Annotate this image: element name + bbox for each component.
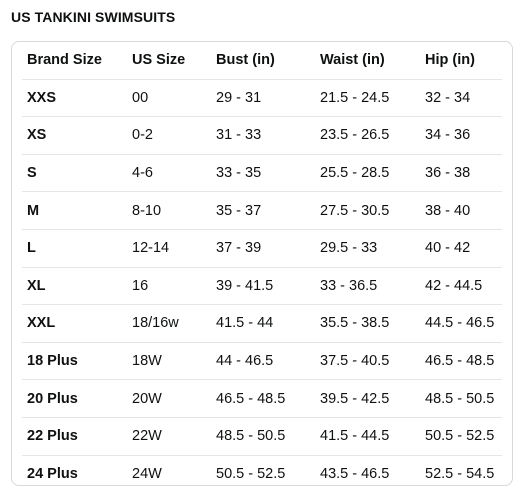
table-row: 20 Plus 20W 46.5 - 48.5 39.5 - 42.5 48.5…	[22, 379, 502, 418]
bust-cell: 31 - 33	[211, 116, 315, 155]
table-row: S 4-6 33 - 35 25.5 - 28.5 36 - 38	[22, 154, 502, 193]
waist-cell: 35.5 - 38.5	[315, 304, 420, 343]
hip-cell: 32 - 34	[420, 79, 502, 118]
column-header-hip: Hip (in)	[420, 42, 502, 80]
bust-cell: 39 - 41.5	[211, 267, 315, 306]
us-size-cell: 24W	[132, 465, 162, 482]
bust-cell: 48.5 - 50.5	[211, 417, 315, 456]
us-size-cell: 8-10	[127, 191, 211, 230]
bust-cell: 35 - 37	[211, 191, 315, 230]
bust-cell: 37 - 39	[211, 229, 315, 268]
size-chart-table: Brand Size US Size Bust (in) Waist (in) …	[22, 42, 502, 485]
table-row: XS 0-2 31 - 33 23.5 - 26.5 34 - 36	[22, 116, 502, 155]
bust-cell: 44 - 46.5	[211, 342, 315, 381]
waist-cell: 39.5 - 42.5	[315, 379, 420, 418]
waist-cell: 29.5 - 33	[315, 229, 420, 268]
hip-cell: 42 - 44.5	[420, 267, 502, 306]
table-row: XXS 00 29 - 31 21.5 - 24.5 32 - 34	[22, 79, 502, 118]
us-size-cell: 4-6	[127, 154, 211, 193]
us-size-cell: 22W	[127, 417, 211, 456]
us-size-cell: 20W	[127, 379, 211, 418]
waist-cell: 27.5 - 30.5	[315, 191, 420, 230]
table-row: XL 16 39 - 41.5 33 - 36.5 42 - 44.5	[22, 267, 502, 306]
table-header-row: Brand Size US Size Bust (in) Waist (in) …	[22, 42, 502, 80]
table-row: XXL 18/16w 41.5 - 44 35.5 - 38.5 44.5 - …	[22, 304, 502, 343]
bust-cell: 46.5 - 48.5	[211, 379, 315, 418]
hip-cell: 52.5 - 54.5	[425, 465, 495, 482]
hip-cell: 48.5 - 50.5	[420, 379, 502, 418]
waist-cell: 23.5 - 26.5	[315, 116, 420, 155]
brand-size-cell: XXS	[22, 79, 127, 118]
table-row: 24 Plus 24W 50.5 - 52.5 43.5 - 46.5 52.5…	[22, 455, 502, 485]
brand-size-cell: XS	[22, 116, 127, 155]
hip-cell: 46.5 - 48.5	[420, 342, 502, 381]
bust-cell: 29 - 31	[211, 79, 315, 118]
brand-size-cell: S	[22, 154, 127, 193]
brand-size-cell: XXL	[22, 304, 127, 343]
brand-size-cell: L	[22, 229, 127, 268]
us-size-cell: 16	[127, 267, 211, 306]
us-size-cell: 0-2	[127, 116, 211, 155]
brand-size-cell: 18 Plus	[22, 342, 127, 381]
table-row: M 8-10 35 - 37 27.5 - 30.5 38 - 40	[22, 191, 502, 230]
column-header-waist: Waist (in)	[315, 42, 420, 80]
hip-cell: 36 - 38	[420, 154, 502, 193]
brand-size-cell: 24 Plus	[27, 465, 78, 482]
brand-size-cell: M	[22, 191, 127, 230]
bust-cell: 41.5 - 44	[211, 304, 315, 343]
bust-cell: 33 - 35	[211, 154, 315, 193]
hip-cell: 40 - 42	[420, 229, 502, 268]
us-size-cell: 18/16w	[127, 304, 211, 343]
us-size-cell: 00	[127, 79, 211, 118]
size-chart-container: Brand Size US Size Bust (in) Waist (in) …	[11, 41, 513, 486]
bust-cell: 50.5 - 52.5	[216, 465, 286, 482]
table-row: L 12-14 37 - 39 29.5 - 33 40 - 42	[22, 229, 502, 268]
waist-cell: 33 - 36.5	[315, 267, 420, 306]
column-header-us-size: US Size	[127, 42, 211, 80]
page-title: US TANKINI SWIMSUITS	[11, 9, 176, 25]
waist-cell: 25.5 - 28.5	[315, 154, 420, 193]
column-header-brand-size: Brand Size	[22, 42, 127, 80]
waist-cell: 41.5 - 44.5	[315, 417, 420, 456]
hip-cell: 44.5 - 46.5	[420, 304, 502, 343]
waist-cell: 37.5 - 40.5	[315, 342, 420, 381]
column-header-bust: Bust (in)	[211, 42, 315, 80]
us-size-cell: 18W	[127, 342, 211, 381]
waist-cell: 21.5 - 24.5	[315, 79, 420, 118]
hip-cell: 50.5 - 52.5	[420, 417, 502, 456]
brand-size-cell: 20 Plus	[22, 379, 127, 418]
table-row: 22 Plus 22W 48.5 - 50.5 41.5 - 44.5 50.5…	[22, 417, 502, 456]
table-row: 18 Plus 18W 44 - 46.5 37.5 - 40.5 46.5 -…	[22, 342, 502, 381]
waist-cell: 43.5 - 46.5	[320, 465, 390, 482]
brand-size-cell: 22 Plus	[22, 417, 127, 456]
us-size-cell: 12-14	[127, 229, 211, 268]
hip-cell: 38 - 40	[420, 191, 502, 230]
brand-size-cell: XL	[22, 267, 127, 306]
hip-cell: 34 - 36	[420, 116, 502, 155]
